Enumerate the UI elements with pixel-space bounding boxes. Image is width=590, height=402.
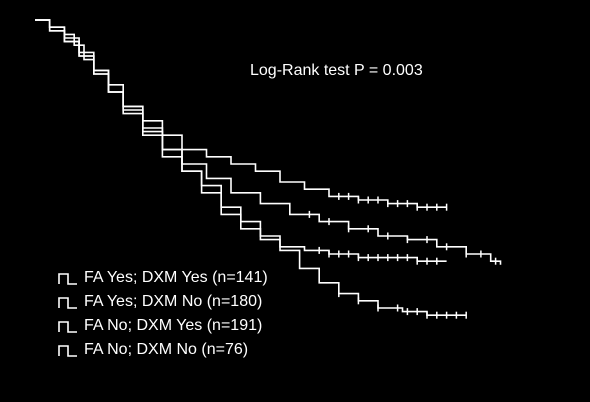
step-line-icon [58, 297, 77, 309]
km-curve-4 [35, 19, 467, 316]
km-curve-1 [35, 19, 447, 208]
legend-item-fa-no-dxm-yes: FA No; DXM Yes (n=191) [58, 314, 268, 338]
legend-label: FA Yes; DXM Yes (n=141) [84, 269, 268, 286]
step-line-icon [58, 345, 77, 357]
legend-item-fa-yes-dxm-yes: FA Yes; DXM Yes (n=141) [58, 266, 268, 290]
step-line-icon [58, 273, 77, 285]
legend: FA Yes; DXM Yes (n=141) FA Yes; DXM No (… [58, 266, 268, 362]
step-line-icon [58, 321, 77, 333]
censor-marks [308, 192, 497, 319]
logrank-annotation: Log-Rank test P = 0.003 [250, 62, 423, 79]
legend-item-fa-yes-dxm-no: FA Yes; DXM No (n=180) [58, 290, 268, 314]
km-curve-3 [35, 19, 502, 265]
legend-label: FA No; DXM No (n=76) [84, 341, 249, 358]
legend-item-fa-no-dxm-no: FA No; DXM No (n=76) [58, 338, 268, 362]
legend-label: FA Yes; DXM No (n=180) [84, 293, 263, 310]
legend-label: FA No; DXM Yes (n=191) [84, 317, 263, 334]
